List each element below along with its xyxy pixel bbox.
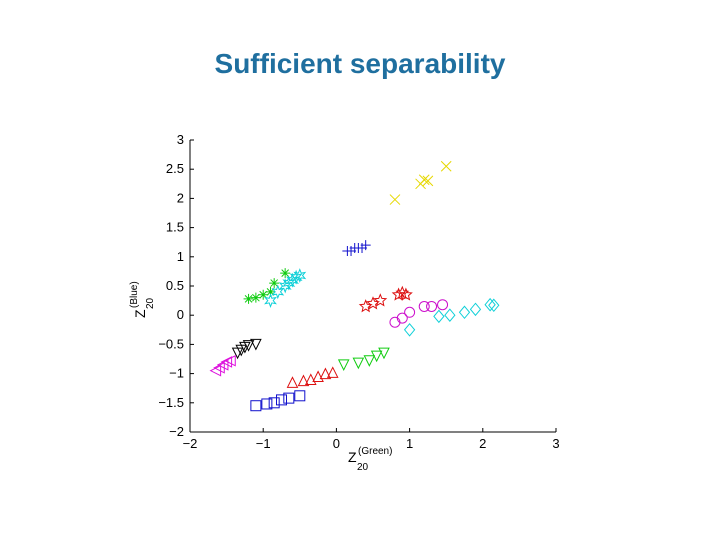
axis-label-superscript: (Green) <box>358 446 392 457</box>
data-point <box>337 359 350 371</box>
y-tick-label: 1.5 <box>166 220 184 235</box>
data-point <box>220 356 233 368</box>
data-point <box>242 340 255 352</box>
y-tick-label: 1 <box>177 249 184 264</box>
data-point <box>484 297 496 312</box>
data-point <box>297 374 310 387</box>
y-tick-label: −0.5 <box>158 336 184 351</box>
data-point <box>437 299 449 311</box>
data-point <box>418 300 430 312</box>
x-tick-label: −2 <box>183 436 198 451</box>
data-point <box>250 400 262 412</box>
data-point <box>289 269 303 285</box>
data-point <box>224 354 236 367</box>
y-tick-label: 2.5 <box>166 161 184 176</box>
data-point <box>389 316 401 328</box>
data-point <box>286 376 299 388</box>
data-point <box>440 160 452 172</box>
data-point <box>264 293 277 309</box>
x-tick-label: 3 <box>552 436 559 451</box>
data-point <box>286 272 299 288</box>
data-point <box>265 286 276 297</box>
data-point <box>396 312 408 324</box>
data-point <box>268 397 280 409</box>
axis-label-superscript: (Blue) <box>129 281 140 308</box>
data-point <box>422 175 434 187</box>
y-axis-label: Z(Blue) 20 <box>129 281 156 318</box>
data-point <box>258 289 269 300</box>
x-tick-label: −1 <box>256 436 271 451</box>
y-tick-label: −1.5 <box>158 395 184 410</box>
data-point <box>250 292 261 303</box>
data-point <box>293 268 307 283</box>
data-point <box>426 300 438 312</box>
data-point <box>378 347 390 360</box>
axis-label-subscript: 20 <box>145 297 156 309</box>
data-point <box>294 390 306 402</box>
y-tick-label: 3 <box>177 132 184 147</box>
data-point <box>370 350 383 363</box>
data-point <box>403 323 416 337</box>
data-point <box>304 373 317 385</box>
x-tick-label: 0 <box>333 436 340 451</box>
x-tick-label: 1 <box>406 436 413 451</box>
data-point <box>363 355 376 367</box>
data-point <box>283 392 295 404</box>
data-point <box>444 308 456 322</box>
y-tick-label: 0.5 <box>166 278 184 293</box>
slide-title: Sufficient separability <box>214 48 506 79</box>
y-tick-label: −2 <box>169 424 184 439</box>
x-axis-label: Z (Green) 20 <box>348 446 392 473</box>
data-point <box>404 306 416 318</box>
data-point <box>319 367 332 380</box>
data-point <box>352 357 365 370</box>
data-point <box>276 394 287 406</box>
data-point <box>488 298 500 313</box>
y-tick-label: 0 <box>177 307 184 322</box>
data-point <box>243 293 254 304</box>
data-point <box>373 293 388 307</box>
data-point <box>389 194 401 205</box>
y-tick-label: 2 <box>177 190 184 205</box>
data-point <box>269 278 280 289</box>
data-point <box>360 240 371 251</box>
data-point <box>458 305 471 320</box>
y-tick-label: −1 <box>169 366 184 381</box>
axis-label-symbol: Z <box>348 449 357 465</box>
data-point <box>469 302 482 317</box>
data-point <box>433 309 445 324</box>
axes: −2 −1.5 −1 −0.5 0 0.5 1 1.5 2 2.5 3 −2 −1 0 1 2 3 <box>158 132 559 451</box>
data-point <box>280 268 291 279</box>
data-point <box>312 370 324 383</box>
data-point <box>398 287 413 301</box>
data-point <box>261 398 273 410</box>
data-point <box>250 338 262 351</box>
data-point <box>418 174 430 186</box>
data-point <box>326 366 339 378</box>
data-markers <box>209 160 500 412</box>
axis-label-subscript: 20 <box>357 462 369 473</box>
axis-label-symbol: Z <box>132 309 148 318</box>
x-tick-label: 2 <box>479 436 486 451</box>
